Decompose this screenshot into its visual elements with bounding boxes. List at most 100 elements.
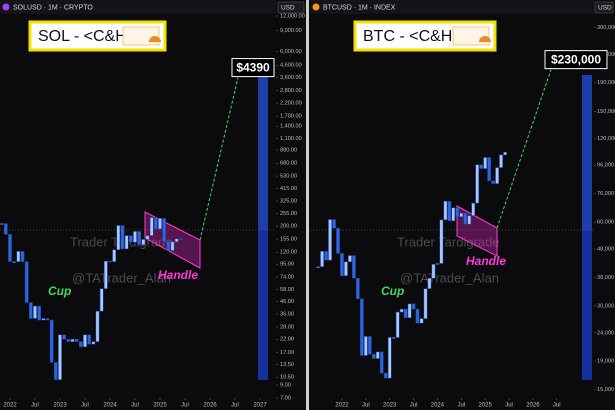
y-tick-label: 2,800.00 (280, 88, 302, 94)
target-box (544, 50, 608, 70)
y-tick-label: 12,000.00 (280, 13, 305, 19)
header-bar (0, 0, 276, 14)
y-tick-label: 96,000 (597, 163, 614, 169)
candle (16, 251, 21, 262)
chart-panel: BTCUSD · 1M · INDEXUSD300,000240,000190,… (310, 0, 615, 409)
candle (363, 336, 368, 356)
x-tick-label: Jul (231, 403, 239, 409)
candle (439, 219, 444, 264)
watermark: Trader Tardigrade (397, 234, 500, 249)
x-tick-label: Jul (457, 403, 465, 409)
cup-label: Cup (48, 284, 71, 298)
x-tick-label: Jul (362, 403, 370, 409)
candle (4, 223, 8, 235)
candle (391, 337, 396, 339)
candle (166, 241, 171, 251)
y-tick-label: 9,000.00 (280, 28, 302, 34)
candle (83, 334, 87, 348)
candle (20, 251, 25, 262)
candle (467, 215, 472, 225)
y-tick-label: 4,600.00 (280, 63, 302, 69)
y-tick-label: 530.00 (280, 174, 297, 180)
candle (328, 219, 332, 261)
candle (379, 351, 384, 374)
candle (499, 154, 503, 168)
candle (383, 372, 388, 379)
candle (116, 225, 121, 250)
x-tick-label: 2026 (526, 403, 540, 409)
candle (54, 362, 58, 380)
candle (399, 308, 404, 313)
candle (124, 235, 129, 250)
x-tick-label: Jul (553, 403, 561, 409)
y-tick-label: 17.00 (280, 350, 294, 356)
y-tick-label: 24,000 (597, 330, 614, 336)
watermark-handle: @TATrader_Alan (72, 270, 171, 285)
candle (12, 261, 17, 263)
y-tick-label: 1,400.00 (280, 124, 302, 130)
x-tick-label: 2024 (431, 403, 445, 409)
candle (483, 157, 488, 169)
y-tick-label: 200.00 (280, 224, 297, 230)
target-label: $4390 (236, 60, 270, 74)
candle (95, 310, 100, 342)
candle (158, 218, 162, 230)
y-tick-label: 58.00 (280, 287, 294, 293)
logo-icon (149, 36, 161, 42)
candle (344, 261, 348, 276)
candle (170, 241, 175, 251)
y-tick-label: 9.00 (280, 383, 291, 389)
logo-badge (122, 26, 160, 46)
x-tick-label: 2026 (203, 403, 217, 409)
candle (320, 251, 324, 267)
candle (108, 260, 112, 263)
candle (145, 235, 150, 240)
candle (371, 354, 376, 359)
candle (495, 167, 499, 184)
logo-badge (452, 26, 490, 46)
handle-label: Handle (158, 268, 198, 282)
candle (459, 212, 464, 218)
y-tick-label: 1,700.00 (280, 114, 302, 120)
candle (403, 308, 408, 318)
y-tick-label: 48,000 (597, 247, 614, 253)
y-tick-label: 76,000 (597, 191, 614, 197)
candle (174, 238, 179, 243)
y-tick-label: 2,200.00 (280, 101, 302, 107)
candle (149, 217, 154, 236)
candle (79, 341, 83, 348)
candle (37, 305, 41, 321)
projection-bar-lower (258, 230, 268, 380)
y-tick-label: 6,000.00 (280, 49, 302, 55)
x-tick-label: Jul (131, 403, 139, 409)
target-projection (199, 77, 239, 241)
candle (491, 180, 495, 184)
candle (104, 260, 108, 289)
candle (154, 217, 158, 230)
y-tick-label: 22.00 (280, 337, 294, 343)
candle (352, 255, 356, 279)
currency-label: USD (281, 5, 295, 12)
candle (120, 225, 125, 250)
x-tick-label: 2024 (103, 403, 117, 409)
candle (395, 311, 400, 338)
panel-divider (306, 0, 309, 410)
y-tick-label: 13.50 (280, 362, 294, 368)
candle (375, 351, 380, 359)
y-tick-label: 36.00 (280, 311, 294, 317)
candle (8, 234, 12, 262)
candle (407, 303, 412, 318)
y-tick-label: 150,000 (597, 109, 615, 115)
x-tick-label: 2022 (335, 403, 349, 409)
y-tick-label: 38,000 (597, 275, 614, 281)
candle (24, 261, 29, 303)
y-tick-label: 325.00 (280, 199, 297, 205)
candle (367, 336, 372, 355)
candle (419, 318, 424, 324)
y-tick-label: 60,000 (597, 220, 614, 226)
chart-title: BTC - <C&H> (363, 28, 462, 45)
candle (74, 339, 79, 342)
y-tick-label: 300,000 (597, 25, 615, 31)
